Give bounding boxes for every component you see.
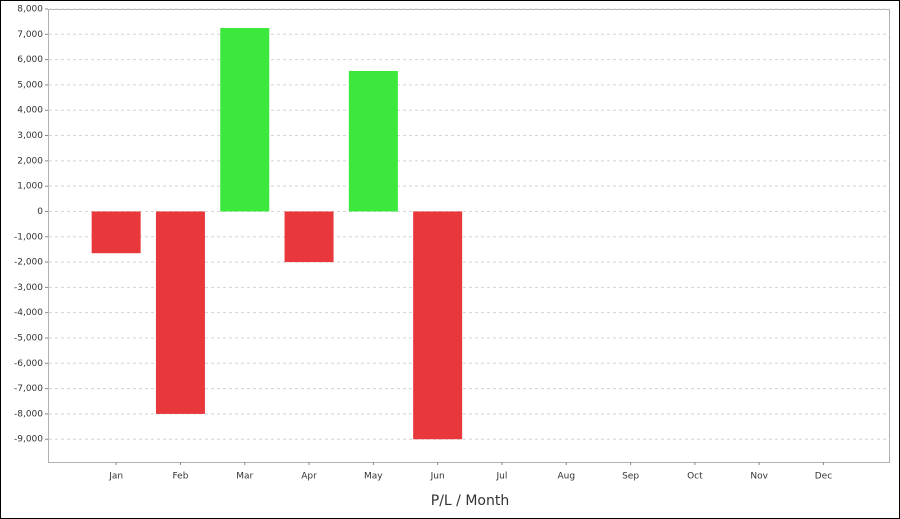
x-tick-label: Feb: [172, 472, 188, 482]
bar: [348, 71, 398, 212]
x-tick-label: Jan: [108, 472, 123, 482]
x-tick-label: Sep: [622, 472, 639, 482]
y-tick-label: -1,000: [14, 232, 43, 242]
x-tick-label: Apr: [301, 472, 317, 482]
x-tick-label: Jun: [430, 472, 445, 482]
y-tick-label: -7,000: [14, 384, 43, 394]
y-tick-label: -4,000: [14, 308, 43, 318]
y-tick-label: 0: [37, 207, 43, 217]
y-tick-label: -5,000: [14, 333, 43, 343]
y-tick-label: -2,000: [14, 258, 43, 268]
y-tick-label: 4,000: [17, 106, 43, 116]
y-tick-label: 6,000: [17, 55, 43, 65]
bar: [284, 211, 334, 263]
y-tick-label: 8,000: [17, 5, 43, 15]
y-tick-label: 1,000: [17, 182, 43, 192]
bar: [413, 211, 463, 440]
bar: [91, 211, 141, 254]
y-tick-label: -8,000: [14, 409, 43, 419]
x-tick-label: Nov: [750, 472, 768, 482]
y-tick-label: -9,000: [14, 435, 43, 445]
y-tick-label: 7,000: [17, 30, 43, 40]
x-tick-label: Jul: [496, 472, 508, 482]
y-tick-label: 2,000: [17, 156, 43, 166]
y-tick-label: 3,000: [17, 131, 43, 141]
x-tick-label: Aug: [557, 472, 575, 482]
x-tick-label: Mar: [236, 472, 253, 482]
y-tick-label: 5,000: [17, 80, 43, 90]
bar: [155, 211, 205, 414]
x-tick-label: Oct: [687, 472, 703, 482]
bar: [220, 27, 270, 212]
x-tick-label: Dec: [815, 472, 832, 482]
y-tick-label: -6,000: [14, 359, 43, 369]
x-axis-title: P/L / Month: [431, 493, 509, 509]
y-tick-label: -3,000: [14, 283, 43, 293]
x-tick-label: May: [364, 472, 383, 482]
